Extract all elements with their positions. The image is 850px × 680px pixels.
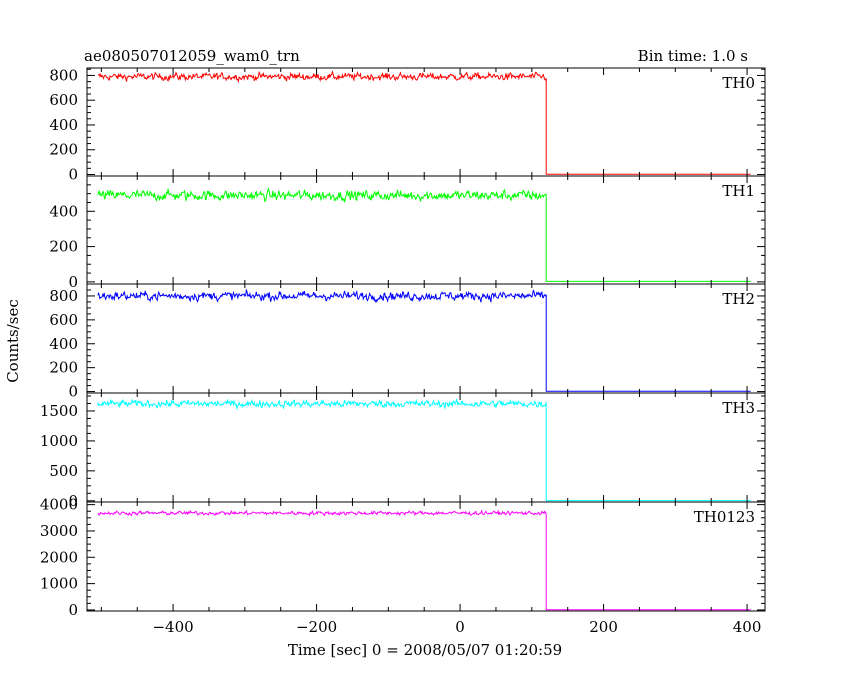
panel-label: TH0 (722, 74, 755, 92)
y-tick-label: 2000 (40, 548, 78, 566)
y-tick-label: 400 (49, 202, 78, 220)
y-tick-label: 200 (49, 141, 78, 159)
y-tick-label: 800 (49, 66, 78, 84)
y-tick-label: 400 (49, 335, 78, 353)
y-tick-label: 200 (49, 238, 78, 256)
panel-label: TH0123 (694, 508, 755, 526)
y-tick-label: 0 (68, 601, 78, 619)
panel-label: TH2 (722, 290, 755, 308)
x-tick-label: 400 (733, 618, 762, 636)
x-tick-label: −400 (152, 618, 193, 636)
y-tick-label: 500 (49, 462, 78, 480)
y-tick-label: 0 (68, 166, 78, 184)
panel-label: TH1 (722, 182, 755, 200)
y-tick-label: 1000 (40, 432, 78, 450)
y-tick-label: 800 (49, 287, 78, 305)
panel-frame (86, 283, 766, 394)
series-line-th3 (97, 398, 751, 502)
panel-th3: 0 500 1000 1500 TH3 (40, 392, 766, 510)
y-tick-label: 600 (49, 91, 78, 109)
y-tick-label: 200 (49, 359, 78, 377)
series-line-th0123 (97, 509, 751, 611)
x-tick-label: 0 (455, 618, 465, 636)
panel-frame (86, 501, 766, 612)
y-tick-label: 0 (68, 383, 78, 401)
panel-th1: 0 200 400 TH1 (49, 175, 766, 291)
y-tick-label: 0 (68, 273, 78, 291)
x-tick-label: −200 (296, 618, 337, 636)
panels-group: 0 200 400 600 800 TH0 0 200 400 TH1 0 200 400 600 800 T… (40, 66, 766, 636)
panel-label: TH3 (722, 399, 755, 417)
panel-th2: 0 200 400 600 800 TH2 (49, 283, 766, 401)
x-tick-label: 200 (589, 618, 618, 636)
series-line-th0 (97, 70, 751, 175)
x-axis-label: Time [sec] 0 = 2008/05/07 01:20:59 (288, 641, 562, 659)
y-tick-label: 3000 (40, 522, 78, 540)
y-tick-label: 600 (49, 311, 78, 329)
panel-th0123: 0 1000 2000 3000 4000 TH0123 (40, 496, 766, 619)
chart-subtitle: Bin time: 1.0 s (638, 47, 748, 65)
panel-frame (86, 392, 766, 503)
y-tick-label: 0 (68, 492, 78, 510)
panel-frame (86, 175, 766, 285)
y-tick-label: 1000 (40, 575, 78, 593)
series-line-th2 (97, 288, 751, 392)
y-tick-label: 400 (49, 116, 78, 134)
series-line-th1 (97, 187, 751, 282)
panel-th0: 0 200 400 600 800 TH0 (49, 66, 766, 184)
y-axis-label: Counts/sec (4, 299, 22, 383)
panel-frame (86, 67, 766, 177)
y-tick-label: 1500 (40, 402, 78, 420)
chart-title: ae080507012059_wam0_trn (84, 47, 300, 65)
y-tick-label: 4000 (40, 496, 78, 514)
